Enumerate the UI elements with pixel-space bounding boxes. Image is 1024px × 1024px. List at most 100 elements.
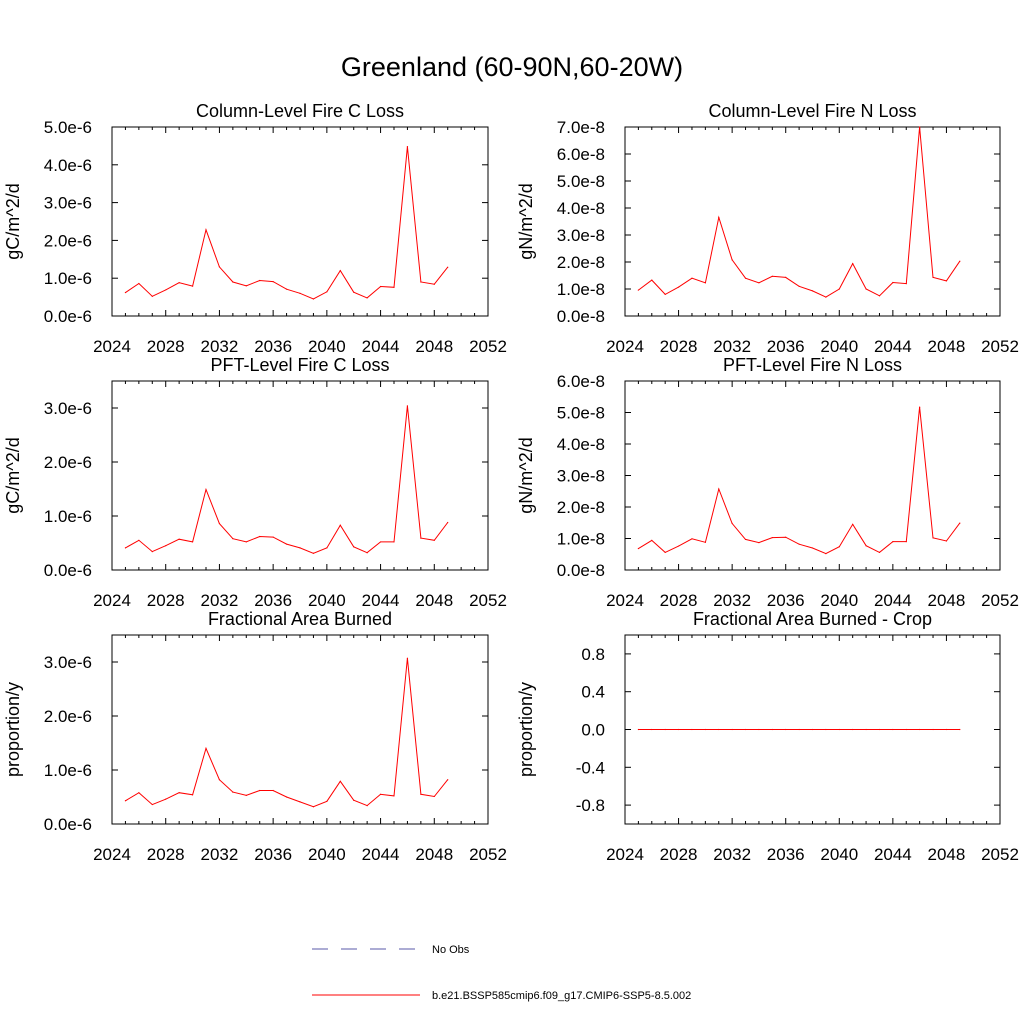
- data-point: [892, 281, 894, 284]
- y-axis-label: proportion/y: [516, 682, 536, 777]
- chart-panel-4: PFT-Level Fire N Loss gN/m^2/d 2024 2028 203…: [516, 355, 1019, 610]
- data-point: [178, 792, 180, 794]
- chart-panel-2: Column-Level Fire N Loss gN/m^2/d 2024 2028…: [516, 101, 1019, 356]
- data-point: [758, 728, 760, 731]
- data-point: [878, 728, 881, 731]
- data-point: [919, 126, 921, 128]
- data-point: [299, 292, 301, 294]
- data-point: [664, 293, 666, 295]
- data-point: [406, 657, 409, 659]
- y-tick-label: 1.0e-8: [557, 530, 605, 549]
- y-tick-label: 0.0e-6: [44, 307, 92, 326]
- data-point: [433, 795, 435, 798]
- data-point: [798, 285, 800, 287]
- legend: No Obs b.e21.BSSP585cmip6.f09_g17.CMIP6-…: [312, 944, 691, 1002]
- y-tick-label: 4.0e-8: [557, 199, 605, 218]
- panel-title: Column-Level Fire N Loss: [708, 101, 916, 121]
- chart-panel-5: Fractional Area Burned proportion/y 2024 20…: [3, 609, 507, 864]
- data-point: [744, 277, 747, 279]
- data-point: [637, 289, 639, 291]
- data-point: [771, 536, 773, 539]
- data-point: [798, 543, 800, 545]
- data-point: [637, 728, 639, 731]
- data-point: [312, 552, 315, 554]
- y-axis-label: gC/m^2/d: [3, 183, 23, 259]
- panel-title: PFT-Level Fire N Loss: [723, 355, 902, 375]
- data-point: [811, 290, 814, 292]
- data-point: [691, 728, 693, 731]
- x-tick-label: 2024: [606, 337, 644, 356]
- x-tick-label: 2036: [254, 337, 292, 356]
- y-tick-label: 5.0e-8: [557, 404, 605, 423]
- panel-title: PFT-Level Fire C Loss: [210, 355, 389, 375]
- chart-panel-1: Column-Level Fire C Loss gC/m^2/d 2024 2028…: [3, 101, 507, 356]
- data-point: [285, 796, 288, 798]
- data-point: [272, 281, 274, 283]
- data-point: [771, 275, 773, 277]
- data-point: [259, 535, 261, 538]
- data-point: [433, 539, 435, 541]
- data-point: [379, 793, 382, 795]
- chart-panel-3: PFT-Level Fire C Loss gC/m^2/d 2024 2028 203…: [3, 355, 507, 610]
- data-point: [651, 539, 653, 541]
- x-tick-label: 2036: [254, 591, 292, 610]
- data-point: [798, 728, 800, 731]
- data-point: [339, 524, 341, 526]
- y-tick-label: 0.8: [581, 645, 605, 664]
- x-tick-label: 2040: [820, 337, 858, 356]
- data-point: [272, 536, 274, 538]
- plot-frame: [111, 126, 489, 317]
- data-point: [919, 406, 921, 408]
- data-point: [232, 791, 234, 793]
- y-axis-label: gC/m^2/d: [3, 437, 23, 513]
- data-point: [353, 291, 355, 293]
- data-point: [785, 536, 787, 538]
- data-point: [865, 288, 867, 290]
- x-tick-label: 2048: [415, 845, 453, 864]
- data-point: [959, 728, 961, 731]
- data-point: [205, 747, 207, 750]
- x-tick-label: 2024: [606, 845, 644, 864]
- data-point: [191, 285, 194, 287]
- x-tick-label: 2024: [606, 591, 644, 610]
- x-tick-label: 2036: [767, 845, 805, 864]
- panel-title: Fractional Area Burned - Crop: [693, 609, 932, 629]
- data-point: [825, 728, 827, 731]
- data-point: [838, 728, 840, 731]
- y-axis-label: proportion/y: [3, 682, 23, 777]
- x-tick-label: 2052: [981, 845, 1019, 864]
- data-point: [178, 538, 180, 540]
- data-point: [232, 281, 234, 283]
- x-tick-label: 2052: [981, 337, 1019, 356]
- data-point: [945, 280, 948, 282]
- data-point: [731, 728, 733, 731]
- data-point: [959, 522, 961, 524]
- data-point: [811, 728, 814, 731]
- data-point: [959, 260, 961, 262]
- y-tick-label: -0.8: [576, 796, 605, 815]
- data-point: [691, 277, 693, 279]
- x-tick-label: 2048: [928, 591, 966, 610]
- series-line: [125, 405, 449, 554]
- data-point: [945, 728, 948, 731]
- y-tick-label: 0.0e-6: [44, 815, 92, 834]
- data-point: [691, 538, 693, 540]
- data-point: [299, 801, 301, 803]
- x-tick-label: 2048: [928, 845, 966, 864]
- y-tick-label: 0.0e-8: [557, 307, 605, 326]
- series-line: [125, 658, 449, 808]
- y-tick-label: -0.4: [576, 758, 605, 777]
- x-tick-label: 2040: [308, 845, 346, 864]
- data-point: [651, 728, 653, 731]
- y-tick-label: 0.0: [581, 721, 605, 740]
- x-tick-label: 2036: [254, 845, 292, 864]
- data-point: [259, 279, 261, 282]
- x-tick-label: 2028: [147, 845, 185, 864]
- data-point: [299, 547, 301, 549]
- chart-panel-6: Fractional Area Burned - Crop proportion/…: [516, 609, 1019, 864]
- data-point: [165, 798, 167, 800]
- x-tick-label: 2036: [767, 337, 805, 356]
- x-tick-label: 2052: [981, 591, 1019, 610]
- data-point: [677, 545, 680, 547]
